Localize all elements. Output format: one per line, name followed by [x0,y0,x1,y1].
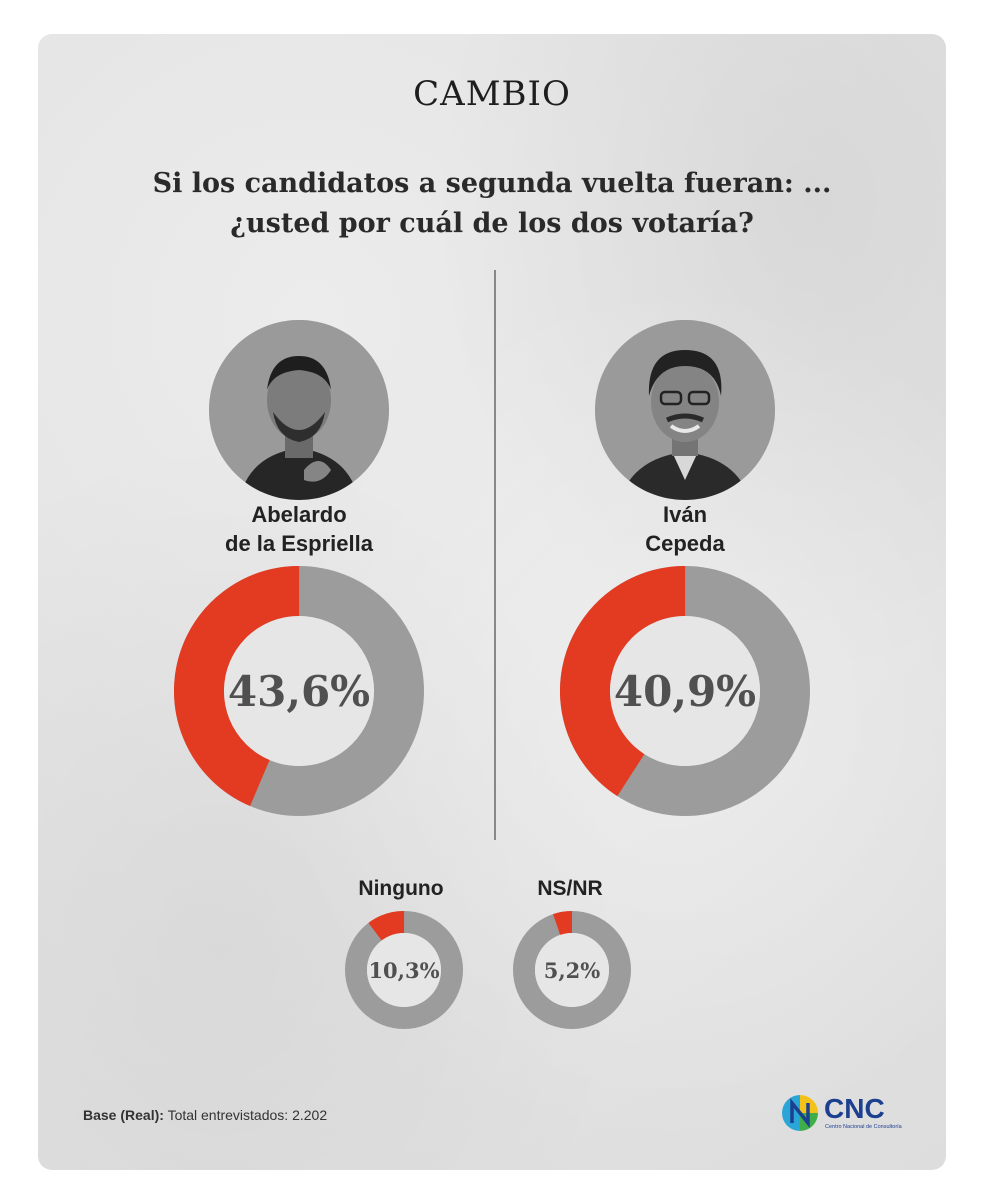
donut-center [367,933,441,1007]
candidate-2-last-name: Cepeda [645,531,725,556]
paper-texture [38,34,946,1170]
infographic-card: CAMBIO Si los candidatos a segunda vuelt… [38,34,946,1170]
nsnr-percent: 5,2% [544,958,601,983]
candidate-divider [494,270,496,840]
candidate-1-first-name: Abelardo [251,502,347,527]
nsnr-donut: 5,2% [513,911,631,1029]
donut-value-arc [345,911,463,1029]
base-value: Total entrevistados: 2.202 [167,1107,328,1123]
person-silhouette-icon [209,320,389,500]
candidate-2-donut: 40,9% [560,566,810,816]
question-title: Si los candidatos a segunda vuelta fuera… [98,164,886,244]
donut-remainder [513,911,631,1029]
candidate-1-percent: 43,6% [228,667,370,716]
donut-value-arc [513,911,631,1029]
candidate-2-name: Iván Cepeda [535,500,835,558]
brand-title: CAMBIO [413,74,571,114]
sample-base-note: Base (Real): Total entrevistados: 2.202 [83,1107,327,1123]
ninguno-donut: 10,3% [345,911,463,1029]
candidate-1-avatar [209,320,389,500]
cnc-logo-text: CNC [824,1093,885,1124]
question-line-2: ¿usted por cuál de los dos votaría? [230,208,754,239]
person-silhouette-icon [595,320,775,500]
candidate-1-last-name: de la Espriella [225,531,373,556]
cnc-logo-subtitle: Centro Nacional de Consultoría [825,1124,902,1130]
donut-center [610,616,760,766]
donut-value-arc [174,566,424,816]
base-label: Base (Real): [83,1107,164,1123]
candidate-1-name: Abelardo de la Espriella [149,500,449,558]
candidate-2-percent: 40,9% [614,667,756,716]
ninguno-percent: 10,3% [368,958,439,983]
donut-center [224,616,374,766]
question-line-1: Si los candidatos a segunda vuelta fuera… [152,168,832,199]
candidate-1-donut: 43,6% [174,566,424,816]
candidate-2-avatar [595,320,775,500]
cnc-logo: CNC Centro Nacional de Consultoría [780,1091,910,1139]
nsnr-label: NS/NR [537,877,603,900]
donut-center [535,933,609,1007]
candidate-2-first-name: Iván [662,502,708,527]
cnc-logo-icon [782,1095,818,1131]
ninguno-label: Ninguno [358,877,444,900]
